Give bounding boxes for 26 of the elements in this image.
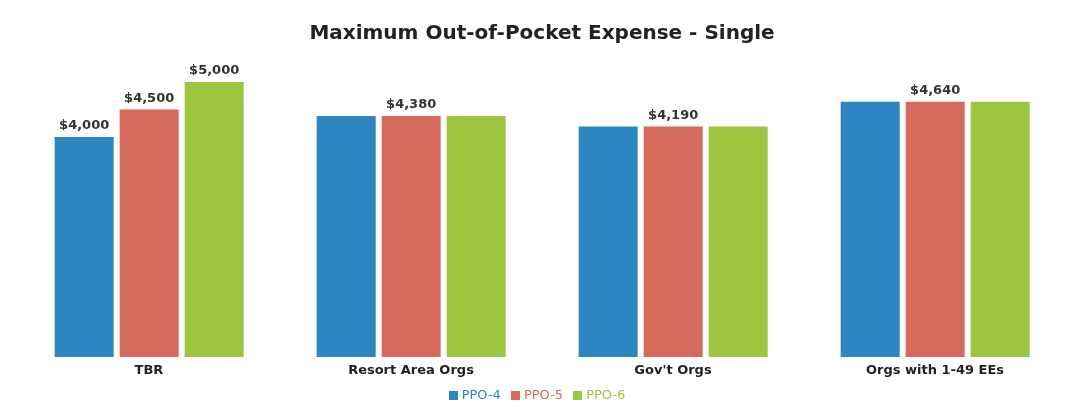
x-tick-label: Gov't Orgs: [634, 362, 712, 378]
bar: [119, 109, 179, 357]
bar: [184, 82, 244, 357]
x-tick-label: Orgs with 1-49 EEs: [865, 362, 1005, 378]
bar: [54, 137, 114, 357]
data-label: $4,500: [124, 89, 175, 105]
bar: [643, 126, 703, 357]
bar: [840, 101, 900, 357]
data-label: $5,000: [189, 62, 240, 77]
bar: [381, 116, 441, 357]
x-tick-label: Resort Area Orgs: [348, 362, 475, 378]
bar: [578, 126, 638, 357]
x-tick-label: TBR: [134, 362, 164, 378]
legend-label: PPO-6: [586, 387, 626, 402]
bar: [970, 101, 1030, 357]
data-label: $4,190: [648, 106, 699, 122]
bar: [446, 116, 506, 357]
data-label: $4,000: [59, 117, 110, 132]
legend-label: PPO-4: [461, 387, 501, 402]
bar: [708, 126, 768, 357]
bar: [316, 116, 376, 357]
bar: [905, 101, 965, 357]
legend-label: PPO-5: [523, 387, 564, 402]
data-label: $4,640: [910, 81, 961, 97]
data-label: $4,380: [386, 96, 437, 112]
chart-title: Maximum Out-of-Pocket Expense - Single: [308, 19, 776, 46]
